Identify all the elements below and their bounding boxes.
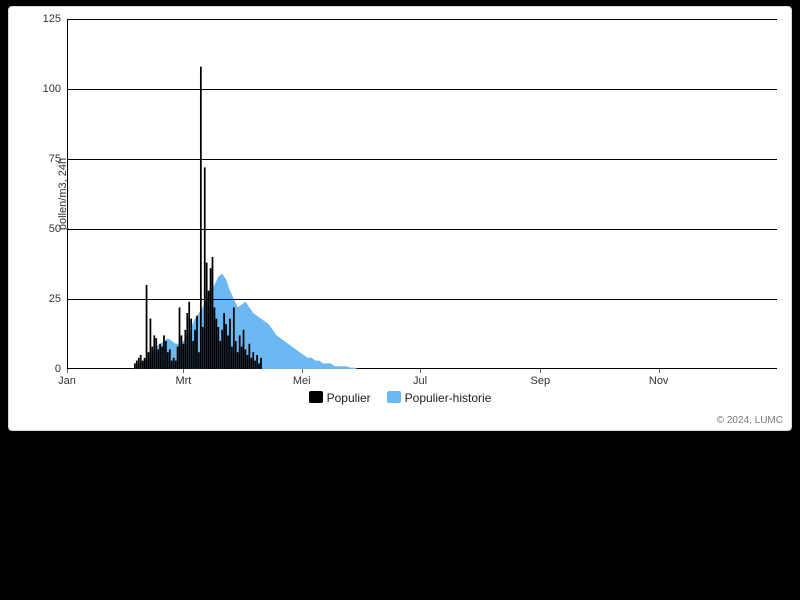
populier-bar	[140, 355, 142, 369]
populier-bar	[214, 307, 216, 369]
populier-bar	[235, 341, 237, 369]
credit-text: © 2024, LUMC	[717, 415, 783, 426]
populier-bar	[245, 349, 247, 369]
plot-area: pollen/m3, 24h 0255075100125JanMrtMeiJul…	[67, 19, 777, 369]
populier-bar	[248, 344, 250, 369]
populier-bar	[136, 361, 138, 369]
populier-bar	[157, 349, 159, 369]
populier-bar	[227, 335, 229, 369]
populier-bar	[221, 330, 223, 369]
gridline	[67, 89, 777, 90]
populier-bar	[208, 291, 210, 369]
chart-panel: pollen/m3, 24h 0255075100125JanMrtMeiJul…	[8, 6, 792, 431]
populier-bar	[138, 358, 140, 369]
populier-bar	[202, 327, 204, 369]
populier-bar	[175, 361, 177, 369]
x-tick-label: Sep	[531, 369, 551, 387]
populier-bar	[237, 352, 239, 369]
populier-bar	[239, 335, 241, 369]
legend-swatch	[387, 391, 401, 403]
populier-bar	[192, 341, 194, 369]
populier-bar	[233, 307, 235, 369]
populier-bar	[151, 347, 153, 369]
legend-item-historie: Populier-historie	[387, 391, 492, 405]
populier-bar	[225, 324, 227, 369]
populier-bar	[146, 285, 148, 369]
populier-bar	[198, 352, 200, 369]
populier-bar	[206, 263, 208, 369]
populier-bar	[169, 349, 171, 369]
populier-bar	[210, 268, 212, 369]
x-tick-label: Mei	[293, 369, 311, 387]
x-tick-label: Jan	[58, 369, 76, 387]
populier-bar	[194, 330, 196, 369]
legend-item-current: Populier	[309, 391, 371, 405]
populier-bar	[256, 355, 258, 369]
populier-bar	[184, 330, 186, 369]
populier-bar	[150, 319, 152, 369]
populier-bar	[252, 352, 254, 369]
populier-bar	[155, 338, 157, 369]
populier-bar	[200, 67, 202, 369]
populier-bar	[231, 347, 233, 369]
populier-bar	[243, 330, 245, 369]
populier-bar	[144, 358, 146, 369]
populier-bar	[179, 307, 181, 369]
populier-bar	[161, 347, 163, 369]
populier-bar	[217, 327, 219, 369]
legend: Populier Populier-historie	[9, 391, 791, 405]
populier-bar	[223, 313, 225, 369]
populier-bar	[183, 344, 185, 369]
populier-bar	[190, 319, 192, 369]
populier-bar	[171, 361, 173, 369]
populier-bar	[173, 358, 175, 369]
gridline	[67, 299, 777, 300]
legend-label: Populier-historie	[405, 391, 492, 405]
populier-bar	[163, 335, 165, 369]
populier-bar	[159, 344, 161, 369]
populier-bar	[229, 319, 231, 369]
populier-bar	[177, 347, 179, 369]
populier-bar	[212, 257, 214, 369]
populier-bar	[153, 335, 155, 369]
legend-swatch	[309, 391, 323, 403]
x-tick-label: Jul	[413, 369, 427, 387]
populier-bar	[167, 352, 169, 369]
populier-bar	[186, 313, 188, 369]
gridline	[67, 19, 777, 20]
populier-bar	[134, 363, 136, 369]
y-tick-label: 100	[43, 83, 67, 95]
populier-bar	[188, 302, 190, 369]
y-tick-label: 25	[49, 293, 67, 305]
populier-bar	[165, 341, 167, 369]
chart-svg	[67, 19, 777, 369]
populier-bar	[258, 363, 260, 369]
gridline	[67, 159, 777, 160]
populier-bar	[250, 358, 252, 369]
gridline	[67, 229, 777, 230]
populier-bar	[196, 316, 198, 369]
populier-bar	[219, 341, 221, 369]
x-tick-label: Nov	[649, 369, 669, 387]
x-tick-label: Mrt	[175, 369, 191, 387]
populier-bar	[204, 167, 206, 369]
legend-label: Populier	[327, 391, 371, 405]
y-tick-label: 75	[49, 153, 67, 165]
populier-bar	[215, 319, 217, 369]
y-tick-label: 125	[43, 13, 67, 25]
populier-bar	[247, 355, 249, 369]
populier-bar	[181, 335, 183, 369]
y-tick-label: 50	[49, 223, 67, 235]
populier-bar	[142, 361, 144, 369]
populier-bar	[254, 361, 256, 369]
populier-bar	[260, 358, 262, 369]
populier-bar	[241, 347, 243, 369]
populier-bar	[148, 352, 150, 369]
